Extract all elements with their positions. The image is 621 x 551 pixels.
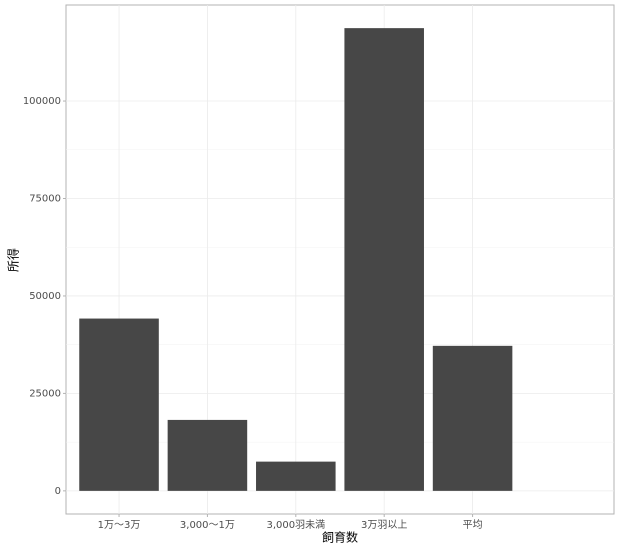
y-tick-label: 100000 [23,96,61,107]
x-tick-label: 平均 [463,519,483,531]
bar [344,28,424,491]
x-tick-label: 3,000〜1万 [180,520,235,531]
x-tick-label: 3,000羽未満 [266,519,325,531]
bar [167,419,248,491]
y-tick-label: 75000 [29,193,61,204]
x-tick-label: 1万〜3万 [98,520,141,531]
bar [79,318,159,491]
y-tick-label: 0 [55,486,61,497]
bar [256,461,336,491]
x-tick-label: 3万羽以上 [361,519,407,531]
y-axis-title: 所得 [6,248,21,272]
x-axis-title: 飼育数 [322,530,358,545]
y-tick-label: 50000 [29,291,61,302]
bar [432,345,513,491]
y-tick-label: 25000 [29,388,61,399]
